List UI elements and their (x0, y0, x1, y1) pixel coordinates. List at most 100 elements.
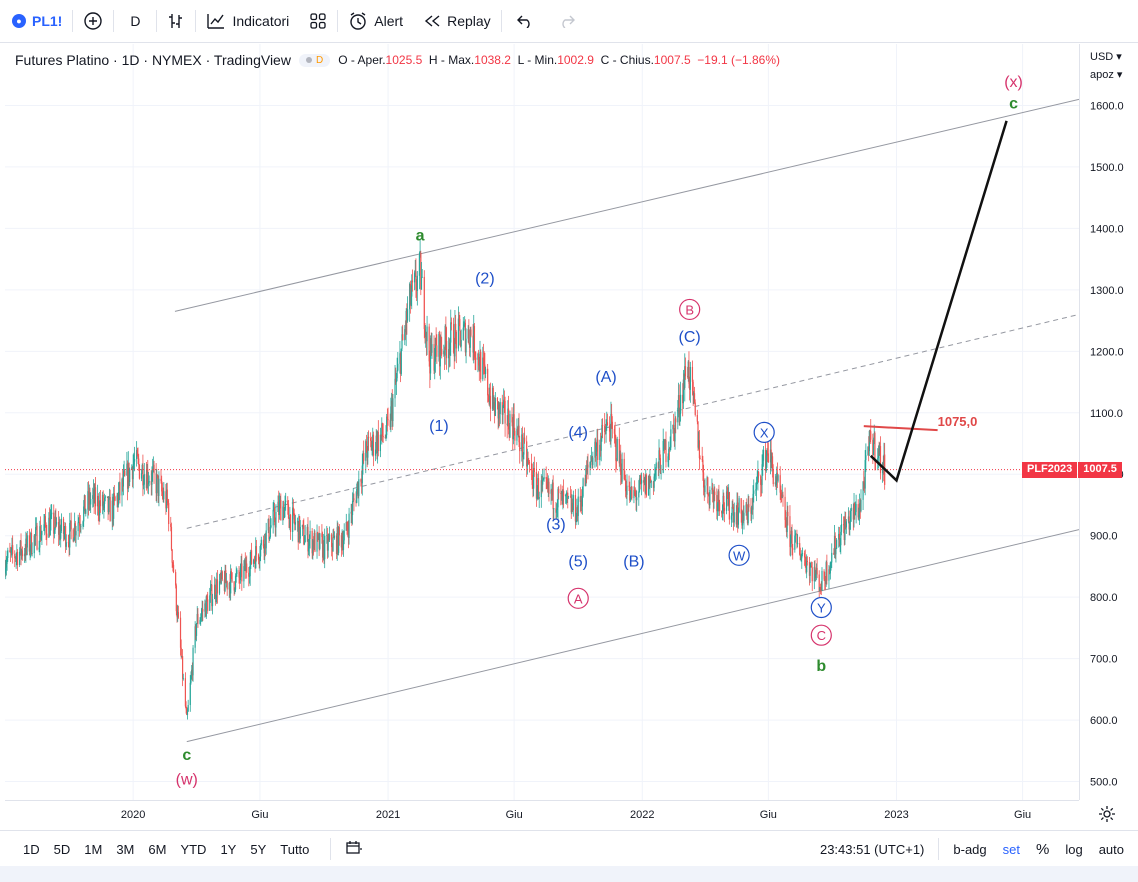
redo-button[interactable] (548, 0, 586, 42)
candle-body (679, 413, 681, 415)
candle-body (230, 571, 232, 594)
range-button[interactable]: 3M (116, 841, 135, 857)
scale-option-button[interactable]: log (1065, 841, 1083, 857)
price-chart[interactable]: 1075,0 c (w) a (2) (1) (3) (4) (5) A (A) (B) B (C) W X… (5, 44, 1079, 800)
candle-body (776, 472, 779, 481)
symbol-search[interactable]: ● PL1! (0, 13, 72, 29)
interval-button[interactable]: D (114, 0, 156, 42)
candle-body (301, 525, 304, 527)
candle-body (712, 487, 714, 492)
candle-body (512, 422, 514, 440)
indicators-button[interactable]: Indicatori (196, 0, 299, 42)
range-button[interactable]: 5Y (250, 841, 267, 857)
candle-body (343, 530, 345, 541)
candle-body (206, 596, 208, 600)
candle-body (530, 463, 533, 471)
candle-body (127, 462, 129, 489)
candle-body (444, 325, 446, 356)
range-button[interactable]: 1D (23, 841, 40, 857)
data-badge[interactable]: D (298, 53, 331, 67)
unit-selector[interactable]: apoz ▾ (1090, 68, 1122, 81)
range-button[interactable]: 1M (84, 841, 103, 857)
candle-body (663, 440, 665, 442)
candle-body (299, 516, 301, 539)
candle-body (126, 463, 128, 476)
currency-selector[interactable]: USD ▾ (1090, 50, 1122, 63)
scale-option-button[interactable]: auto (1098, 841, 1124, 857)
range-button[interactable]: 1Y (220, 841, 237, 857)
range-button[interactable]: Tutto (280, 841, 310, 857)
candle-body (825, 562, 827, 584)
candle-body (723, 507, 726, 511)
candle-body (107, 496, 109, 513)
scale-option-button[interactable]: b-adg (953, 841, 987, 857)
candle-body (345, 522, 347, 531)
candle-body (274, 522, 276, 528)
candle-body (55, 522, 58, 525)
candle-body (348, 513, 350, 538)
candle-body (509, 414, 511, 438)
candle-body (497, 401, 499, 419)
scale-option-button[interactable]: set (1002, 841, 1020, 857)
candle-body (445, 325, 447, 341)
candle-body (394, 378, 396, 399)
candle-body (771, 456, 773, 460)
candle-body (707, 477, 709, 495)
range-button[interactable]: 5D (53, 841, 71, 857)
candle-body (819, 587, 821, 592)
candle-body (54, 516, 56, 530)
range-button[interactable]: 6M (148, 841, 167, 857)
candle-body (371, 445, 373, 451)
candle-body (374, 449, 377, 456)
candle-body (250, 550, 252, 562)
candle-body (90, 498, 92, 505)
bottom-toolbar: 1D 5D 1M 3M 6M YTD 1Y 5Y Tutto 23:43:51 (UTC+1) … (0, 830, 1138, 867)
candle-body (503, 399, 505, 406)
candle-body (552, 482, 554, 510)
price-axis[interactable]: USD ▾ apoz ▾ 500.0 600.0 700.0 800.0 900.0 10… (1079, 44, 1138, 800)
go-to-date-button[interactable] (331, 840, 377, 859)
candle-body (484, 364, 486, 374)
candle-body (36, 525, 38, 550)
candle-body (664, 440, 666, 450)
candle-body (156, 474, 158, 494)
candle-body (443, 350, 445, 355)
legend-title[interactable]: Futures Platino · 1D · NYMEX · TradingVi… (15, 52, 291, 68)
candle-body (631, 486, 633, 499)
candle-body (735, 512, 737, 525)
candle-body (855, 504, 857, 513)
alert-button[interactable]: Alert (338, 0, 413, 42)
candle-body (535, 471, 538, 499)
toolbar-divider (330, 838, 332, 860)
candle-body (746, 513, 749, 524)
candle-body (508, 429, 510, 438)
candle-body (357, 481, 359, 497)
candle-body (439, 333, 441, 367)
chart-type-button[interactable] (157, 0, 195, 42)
candle-body (883, 454, 885, 470)
candle-body (293, 509, 295, 520)
candle-body (556, 507, 558, 511)
undo-button[interactable] (502, 0, 548, 42)
candle-body (280, 499, 282, 521)
candle-body (43, 524, 45, 531)
candle-body (865, 455, 867, 461)
candle-body (674, 418, 676, 442)
range-button[interactable]: YTD (180, 841, 207, 857)
candle-body (92, 495, 94, 499)
chart-settings-button[interactable] (1098, 805, 1116, 828)
candle-body (31, 553, 33, 555)
candle-body (546, 478, 548, 484)
candle-body (511, 414, 513, 423)
templates-button[interactable] (299, 0, 337, 42)
compare-add-button[interactable] (73, 0, 113, 42)
clock-display[interactable]: 23:43:51 (UTC+1) (819, 841, 925, 857)
panel-footer (0, 866, 1138, 882)
candle-body (363, 452, 365, 461)
candle-body (879, 446, 882, 474)
replay-button[interactable]: Replay (413, 0, 501, 42)
scale-option-button[interactable]: % (1035, 840, 1050, 858)
time-axis[interactable]: 2020 Giu 2021 Giu 2022 Giu 2023 Giu (5, 800, 1079, 829)
low-label: L - Min. (517, 53, 558, 67)
candle-body (428, 326, 430, 362)
